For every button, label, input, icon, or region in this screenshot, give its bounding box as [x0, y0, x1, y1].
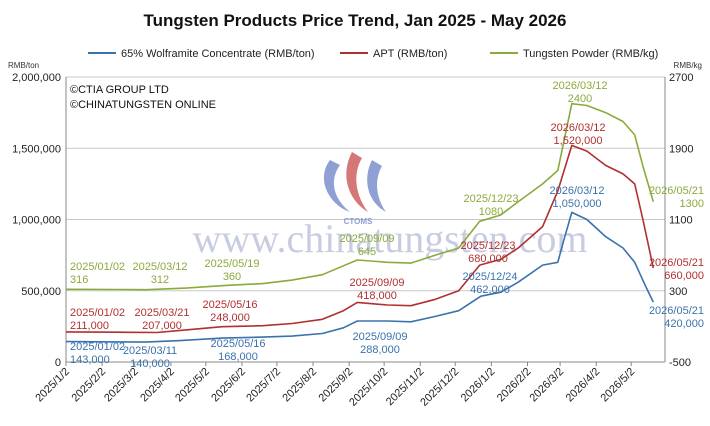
legend-label-1: APT (RMB/ton)	[373, 48, 447, 60]
logo-text: CTOMS	[344, 217, 373, 226]
left-axis-ticks: 0 500,000 1,000,000 1,500,000 2,000,000	[12, 72, 61, 369]
annotation-label: 418,000	[357, 290, 397, 302]
annotation-label: 645	[358, 246, 376, 258]
annotation-label: 207,000	[142, 320, 182, 332]
ctoms-logo-icon: CTOMS	[323, 152, 386, 226]
annotation-label: 680,000	[468, 253, 508, 265]
annotation-label: 2025/03/21	[134, 307, 189, 319]
x-tick-label: 2026/1/2	[459, 366, 498, 405]
annotation-label: 2025/05/19	[204, 258, 259, 270]
annotation-label: 2025/03/11	[123, 345, 177, 357]
annotation-label: 211,000	[70, 320, 109, 332]
x-tick-label: 2026/3/2	[527, 366, 566, 405]
annotation-label: 1,050,000	[553, 198, 602, 210]
annotation-label: 2026/03/12	[549, 185, 604, 197]
left-tick-label: 1,000,000	[12, 215, 61, 227]
copyright-line-2: ©CHINATUNGSTEN ONLINE	[70, 99, 216, 111]
annotation-label: 1,520,000	[554, 135, 603, 147]
annotation-label: 2025/01/02	[70, 341, 125, 353]
x-tick-label: 2025/7/2	[244, 366, 283, 405]
copyright-block: ©CTIA GROUP LTD ©CHINATUNGSTEN ONLINE	[70, 84, 216, 111]
annotation-label: 312	[151, 274, 169, 286]
annotation-label: 2026/05/21	[649, 305, 704, 317]
x-tick-label: 2025/3/2	[102, 366, 141, 405]
annotation-label: 2025/05/16	[210, 338, 265, 350]
annotation-label: 660,000	[664, 270, 704, 282]
left-tick-label: 2,000,000	[12, 72, 61, 84]
right-tick-label: 300	[669, 286, 687, 298]
annotation-label: 143,000	[70, 354, 110, 366]
annotation-label: 2025/01/02	[70, 307, 125, 319]
annotation-label: 2400	[568, 93, 592, 105]
series-line-0	[65, 211, 655, 343]
legend-label-0: 65% Wolframite Concentrate (RMB/ton)	[121, 48, 315, 60]
copyright-line-1: ©CTIA GROUP LTD	[70, 84, 169, 96]
data-annotations: 2025/01/02143,0002025/03/11140,0002025/0…	[70, 80, 704, 370]
x-tick-label: 2026/4/2	[564, 366, 603, 405]
annotation-label: 2026/03/12	[552, 80, 607, 92]
annotation-label: 2026/05/21	[649, 257, 704, 269]
annotation-label: 2026/05/21	[649, 185, 704, 197]
annotation-label: 2025/01/02	[70, 261, 125, 273]
right-tick-label: 1900	[669, 143, 693, 155]
left-tick-label: 0	[55, 357, 61, 369]
right-tick-label: 1100	[669, 215, 693, 227]
annotation-label: 420,000	[664, 318, 704, 330]
annotation-label: 360	[223, 271, 241, 283]
gridlines	[66, 76, 665, 292]
x-tick-label: 2025/4/2	[138, 366, 177, 405]
annotation-label: 2025/09/09	[352, 331, 407, 343]
left-axis-unit: RMB/ton	[8, 61, 39, 70]
annotation-label: 2025/09/09	[349, 277, 404, 289]
series-lines	[65, 102, 655, 343]
x-tick-label: 2025/6/2	[209, 366, 248, 405]
annotation-label: 2025/05/16	[202, 299, 257, 311]
x-axis-ticks: 2025/1/22025/2/22025/3/22025/4/22025/5/2…	[33, 362, 637, 409]
axes	[65, 77, 666, 363]
x-tick-label: 2026/5/2	[599, 366, 638, 405]
right-tick-label: 2700	[669, 72, 693, 84]
series-line-1	[65, 144, 655, 334]
series-line-2	[65, 102, 655, 291]
chart-title: Tungsten Products Price Trend, Jan 2025 …	[144, 11, 567, 30]
annotation-label: 316	[70, 274, 88, 286]
annotation-label: 288,000	[360, 344, 400, 356]
x-tick-label: 2025/12/2	[418, 366, 461, 409]
annotation-label: 168,000	[218, 351, 258, 363]
x-tick-label: 2025/1/2	[33, 366, 72, 405]
annotation-label: 2025/12/23	[460, 240, 515, 252]
x-tick-label: 2025/8/2	[280, 366, 319, 405]
annotation-label: 462,000	[470, 284, 510, 296]
legend: 65% Wolframite Concentrate (RMB/ton) APT …	[88, 48, 658, 60]
right-axis-ticks: -500 300 1100 1900 2700	[669, 72, 693, 369]
left-tick-label: 500,000	[21, 286, 61, 298]
annotation-label: 2025/12/23	[463, 193, 518, 205]
right-axis-unit: RMB/kg	[674, 61, 702, 70]
annotation-label: 1080	[479, 206, 503, 218]
annotation-label: 1300	[680, 198, 704, 210]
annotation-label: 2025/03/12	[132, 261, 187, 273]
left-tick-label: 1,500,000	[12, 143, 61, 155]
annotation-label: 2025/12/24	[462, 271, 517, 283]
watermark-text: www.chinatungsten.com	[192, 216, 587, 261]
annotation-label: 2026/03/12	[550, 122, 605, 134]
x-tick-label: 2026/2/2	[495, 366, 534, 405]
x-tick-label: 2025/10/2	[347, 366, 390, 409]
annotation-label: 248,000	[210, 312, 250, 324]
legend-label-2: Tungsten Powder (RMB/kg)	[523, 48, 658, 60]
x-tick-label: 2025/2/2	[69, 366, 108, 405]
x-tick-label: 2025/5/2	[173, 366, 212, 405]
annotation-label: 140,000	[130, 358, 170, 370]
annotation-label: 2025/09/09	[339, 233, 394, 245]
right-tick-label: -500	[669, 357, 691, 369]
